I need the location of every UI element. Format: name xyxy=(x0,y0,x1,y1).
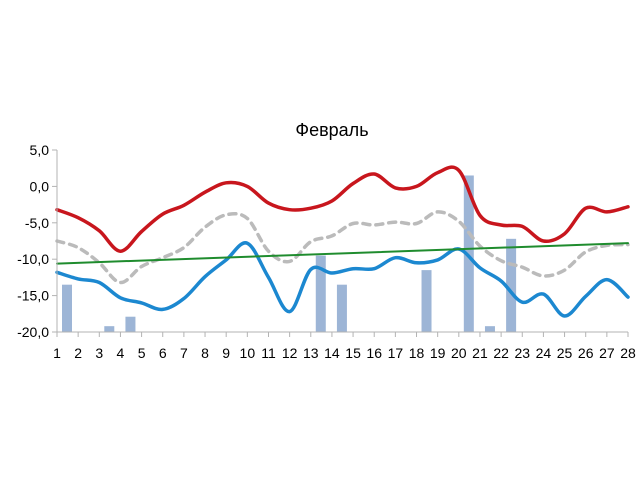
x-tick-label: 11 xyxy=(261,345,276,361)
x-tick-label: 13 xyxy=(303,345,319,361)
x-tick-label: 21 xyxy=(472,345,488,361)
bar xyxy=(315,255,326,332)
x-tick-labels: 1 2 3 4 5 6 7 8 9 10 11 12 13 14 15 16 17 18 19 20 21 22 23 24 2… xyxy=(53,345,636,361)
x-tick-label: 14 xyxy=(324,345,340,361)
x-tick-label: 26 xyxy=(578,345,594,361)
x-tick-label: 1 xyxy=(53,345,61,361)
x-tick-label: 19 xyxy=(430,345,446,361)
x-tick-label: 28 xyxy=(620,345,636,361)
x-tick-label: 22 xyxy=(493,345,509,361)
x-tick-label: 8 xyxy=(201,345,209,361)
y-tick-label: 5,0 xyxy=(30,142,50,158)
trend-line xyxy=(56,242,629,265)
x-tick-label: 16 xyxy=(366,345,382,361)
x-tick-label: 17 xyxy=(388,345,404,361)
series-line xyxy=(55,165,630,253)
x-tick-label: 7 xyxy=(180,345,188,361)
x-tick-label: 4 xyxy=(117,345,125,361)
x-tick-label: 23 xyxy=(514,345,530,361)
y-tick-label: -5,0 xyxy=(25,215,49,231)
x-tick-label: 27 xyxy=(599,345,615,361)
series-line xyxy=(55,241,630,318)
bar xyxy=(104,326,115,332)
dashed-line xyxy=(55,210,630,285)
line-series-group xyxy=(55,165,630,318)
y-tick-labels: 5,0 0,0 -5,0 -10,0 -15,0 -20,0 xyxy=(17,142,49,340)
axes xyxy=(52,149,629,337)
x-tick-label: 3 xyxy=(95,345,103,361)
y-tick-label: -15,0 xyxy=(17,288,49,304)
y-tick-label: -20,0 xyxy=(17,324,49,340)
bar xyxy=(484,326,495,332)
bar xyxy=(125,316,136,332)
x-tick-label: 25 xyxy=(557,345,573,361)
x-tick-label: 5 xyxy=(138,345,146,361)
x-tick-label: 12 xyxy=(282,345,298,361)
x-tick-label: 6 xyxy=(159,345,167,361)
x-tick-label: 2 xyxy=(74,345,82,361)
bar xyxy=(62,284,72,332)
x-tick-label: 20 xyxy=(451,345,467,361)
y-tick-label: 0,0 xyxy=(30,178,50,194)
chart-title: Февраль xyxy=(295,120,368,140)
bar-series xyxy=(62,175,517,332)
bar xyxy=(421,270,432,332)
bar xyxy=(336,284,347,332)
bar xyxy=(463,175,474,332)
x-tick-label: 15 xyxy=(345,345,361,361)
x-tick-label: 18 xyxy=(409,345,425,361)
x-tick-label: 24 xyxy=(536,345,552,361)
x-tick-label: 9 xyxy=(222,345,230,361)
bar xyxy=(506,238,517,332)
x-tick-label: 10 xyxy=(240,345,256,361)
y-tick-label: -10,0 xyxy=(17,251,49,267)
